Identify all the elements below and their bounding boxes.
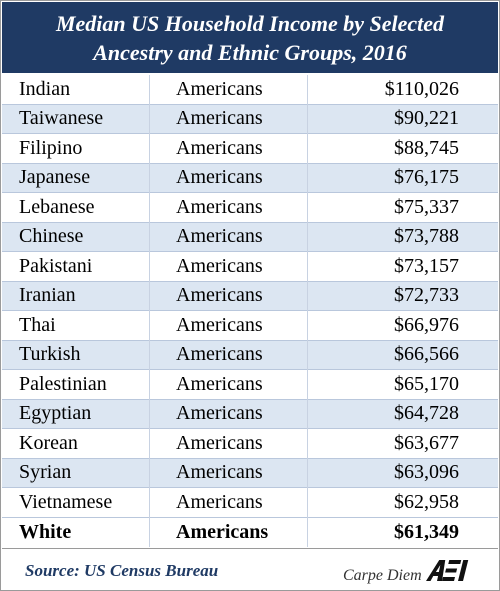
label-cell: Americans: [176, 313, 263, 336]
income-cell: $64,728: [394, 402, 459, 425]
column-divider-2: [307, 75, 308, 547]
income-cell: $73,788: [394, 225, 459, 248]
label-cell: Americans: [176, 431, 263, 454]
chart-title: Median US Household Income by Selected A…: [2, 2, 498, 73]
label-cell: Americans: [176, 402, 263, 425]
group-cell: Egyptian: [19, 402, 92, 425]
group-cell: Indian: [19, 77, 71, 100]
group-cell: Vietnamese: [19, 490, 113, 513]
group-cell: Iranian: [19, 284, 76, 307]
group-cell: Lebanese: [19, 195, 95, 218]
group-cell: Filipino: [19, 136, 83, 159]
table-row: Palestinian Americans $65,170: [2, 370, 498, 400]
footer: Source: US Census Bureau Carpe Diem: [2, 548, 498, 590]
group-cell: Japanese: [19, 166, 91, 189]
aei-logo-icon: [426, 560, 469, 581]
table-row: Filipino Americans $88,745: [2, 134, 498, 164]
label-cell: Americans: [176, 284, 263, 307]
table-row: Turkish Americans $66,566: [2, 340, 498, 370]
title-line-1: Median US Household Income by Selected: [55, 10, 445, 36]
column-divider-1: [149, 75, 150, 547]
label-cell: Americans: [176, 195, 263, 218]
group-cell: Korean: [19, 431, 78, 454]
income-cell: $65,170: [394, 372, 459, 395]
income-cell: $61,349: [394, 520, 459, 543]
label-cell: Americans: [176, 166, 263, 189]
income-cell: $72,733: [394, 284, 459, 307]
table-row: Chinese Americans $73,788: [2, 222, 498, 252]
income-cell: $110,026: [384, 77, 459, 100]
income-cell: $76,175: [394, 166, 459, 189]
income-cell: $66,566: [394, 343, 459, 366]
income-cell: $66,976: [394, 313, 459, 336]
label-cell: Americans: [176, 343, 263, 366]
label-cell: Americans: [176, 372, 263, 395]
group-cell: Pakistani: [19, 254, 93, 277]
group-cell: Taiwanese: [19, 107, 104, 130]
label-cell: Americans: [176, 520, 269, 543]
income-cell: $63,096: [394, 461, 459, 484]
table-row: Japanese Americans $76,175: [2, 163, 498, 193]
table-row: Taiwanese Americans $90,221: [2, 104, 498, 134]
table-row: Lebanese Americans $75,337: [2, 193, 498, 223]
group-cell: Chinese: [19, 225, 84, 248]
table-row: Indian Americans $110,026: [2, 75, 498, 105]
source-note: Source: US Census Bureau: [25, 561, 219, 580]
group-cell: Syrian: [19, 461, 72, 484]
label-cell: Americans: [176, 225, 263, 248]
income-table: Indian Americans $110,026 Taiwanese American…: [2, 75, 498, 547]
group-cell: Turkish: [19, 343, 81, 366]
table-row: Pakistani Americans $73,157: [2, 252, 498, 282]
label-cell: Americans: [176, 254, 263, 277]
label-cell: Americans: [176, 77, 263, 100]
table-row: Egyptian Americans $64,728: [2, 399, 498, 429]
brand-name: Carpe Diem: [343, 567, 422, 584]
income-cell: $88,745: [394, 136, 459, 159]
label-cell: Americans: [176, 490, 263, 513]
table-row: Thai Americans $66,976: [2, 311, 498, 341]
group-cell: Thai: [19, 313, 56, 336]
label-cell: Americans: [176, 136, 263, 159]
group-cell: Palestinian: [19, 372, 107, 395]
label-cell: Americans: [176, 461, 263, 484]
table-row: Vietnamese Americans $62,958: [2, 488, 498, 518]
table-row: White Americans $61,349: [2, 517, 498, 547]
income-cell: $73,157: [394, 254, 459, 277]
income-cell: $63,677: [394, 431, 459, 454]
income-cell: $90,221: [394, 107, 459, 130]
income-cell: $62,958: [394, 490, 459, 513]
title-line-2: Ancestry and Ethnic Groups, 2016: [93, 39, 407, 65]
group-cell: White: [19, 520, 72, 543]
table-row: Iranian Americans $72,733: [2, 281, 498, 311]
table-row: Syrian Americans $63,096: [2, 458, 498, 488]
table-row: Korean Americans $63,677: [2, 429, 498, 459]
label-cell: Americans: [176, 107, 263, 130]
income-cell: $75,337: [394, 195, 459, 218]
